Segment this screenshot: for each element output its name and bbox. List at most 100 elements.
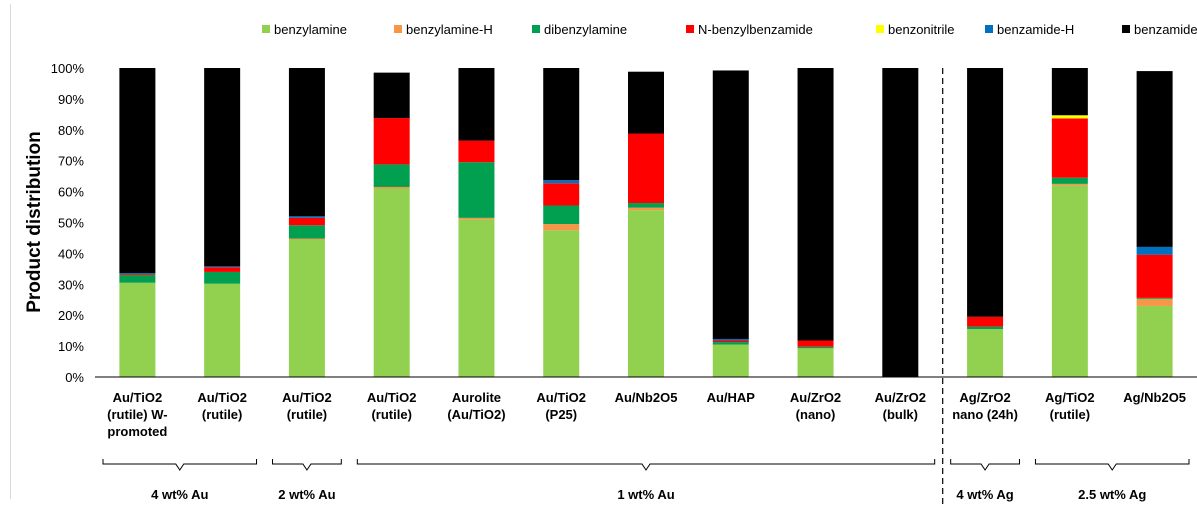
y-tick-label: 20% [58, 308, 84, 323]
bar-segment [797, 340, 834, 347]
bar-segment [797, 348, 834, 377]
legend-swatch [1122, 25, 1130, 33]
bar-segment [1136, 297, 1173, 299]
y-tick-label: 50% [58, 216, 84, 231]
legend-label: N-benzylbenzamide [698, 22, 813, 37]
bar-segment [628, 71, 664, 134]
x-tick-label: Au/TiO2 (rutile) [197, 390, 247, 422]
bar-segment [373, 72, 410, 119]
bar-segment [373, 164, 410, 187]
group-brackets: 4 wt% Au 2 wt% Au 1 wt% Au 4 wt% Ag 2.5 wt% … [102, 459, 1190, 502]
legend-swatch [985, 25, 993, 33]
bar-segment [797, 68, 834, 341]
y-tick-label: 100% [51, 61, 85, 76]
x-tick-label: Ag/ZrO2 nano (24h) [952, 390, 1018, 422]
bar-segment [628, 210, 664, 377]
bar-segment [628, 133, 664, 204]
group-label: 2.5 wt% Ag [1078, 487, 1146, 502]
bar-segment [628, 203, 664, 208]
y-tick-label: 10% [58, 339, 84, 354]
bar-segment [204, 267, 241, 272]
y-tick-label: 80% [58, 123, 84, 138]
y-tick-label: 70% [58, 154, 84, 169]
bar-segment [1051, 68, 1088, 116]
y-axis-title: Product distribution [24, 131, 45, 313]
bar-segment [288, 239, 325, 377]
bar-segment [712, 338, 749, 341]
bar-segment [543, 180, 580, 184]
bar-segment [712, 70, 749, 339]
group-label: 1 wt% Au [617, 487, 674, 502]
bar-segment [458, 68, 495, 141]
bar-segment [1136, 71, 1173, 247]
bar-segment [628, 207, 664, 211]
x-tick-label: Au/TiO2 (rutile) [282, 390, 332, 422]
bar-segment [1136, 305, 1173, 377]
bar-segment [204, 266, 241, 268]
bar-segment [458, 219, 495, 377]
group-bracket [1034, 459, 1190, 471]
x-tick-label: Ag/TiO2 (rutile) [1045, 390, 1095, 422]
x-tick-label: Au/Nb2O5 [615, 390, 678, 405]
bar-segment [543, 205, 580, 225]
y-tick-label: 90% [58, 92, 84, 107]
bar-segment [458, 217, 495, 220]
bar-segment [119, 275, 156, 283]
legend-label: benzamide-H [997, 22, 1074, 37]
bar-segment [373, 188, 410, 377]
group-bracket [950, 459, 1020, 471]
bar-segment [373, 186, 410, 189]
group-label: 2 wt% Au [278, 487, 335, 502]
bar-segment [967, 329, 1004, 377]
bar-segment [119, 68, 156, 274]
bar-segment [288, 225, 325, 239]
bar-segment [797, 346, 834, 349]
bar-segment [1051, 177, 1088, 184]
legend-swatch [686, 25, 694, 33]
legend-swatch [876, 25, 884, 33]
y-axis: 0% 10% 20% 30% 40% 50% 60% 70% 80% 90% 100% [51, 61, 85, 385]
bar-segment [204, 68, 241, 267]
bar-segment [967, 326, 1004, 330]
bar-segment [543, 224, 580, 231]
legend-swatch [394, 25, 402, 33]
bar-segment [967, 316, 1004, 327]
group-label: 4 wt% Ag [956, 487, 1013, 502]
y-tick-label: 40% [58, 246, 84, 261]
bar-segment [288, 216, 325, 218]
bars [119, 68, 1173, 377]
legend-label: benzonitrile [888, 22, 955, 37]
bar-segment [288, 217, 325, 226]
bar-segment [712, 342, 749, 345]
bar-segment [882, 68, 919, 377]
bar-segment [458, 140, 495, 163]
bar-segment [543, 183, 580, 206]
bar-segment [1136, 298, 1173, 306]
bar-segment [373, 118, 410, 165]
bar-segment [288, 238, 325, 240]
y-tick-label: 0% [65, 370, 84, 385]
x-tick-label: Au/ZrO2 (nano) [790, 390, 841, 422]
legend-swatch [532, 25, 540, 33]
bar-segment [288, 68, 325, 217]
group-bracket [102, 459, 258, 471]
bar-segment [204, 271, 241, 284]
y-tick-label: 30% [58, 277, 84, 292]
group-bracket [356, 459, 936, 471]
bar-segment [1051, 118, 1088, 178]
bar-segment [458, 162, 495, 218]
legend: benzylamine benzylamine-H dibenzylamine N-b… [262, 22, 1197, 37]
legend-label: dibenzylamine [544, 22, 627, 37]
x-tick-label: Au/ZrO2 (bulk) [875, 390, 926, 422]
bar-segment [712, 344, 749, 377]
legend-label: benzamide [1134, 22, 1197, 37]
x-tick-label: Au/TiO2 (rutile) W-promoted [107, 390, 167, 439]
bar-segment [119, 273, 156, 275]
bar-segment [119, 274, 156, 276]
bar-segment [967, 68, 1004, 317]
legend-label: benzylamine-H [406, 22, 493, 37]
bar-segment [712, 340, 749, 343]
bar-segment [1051, 183, 1088, 186]
